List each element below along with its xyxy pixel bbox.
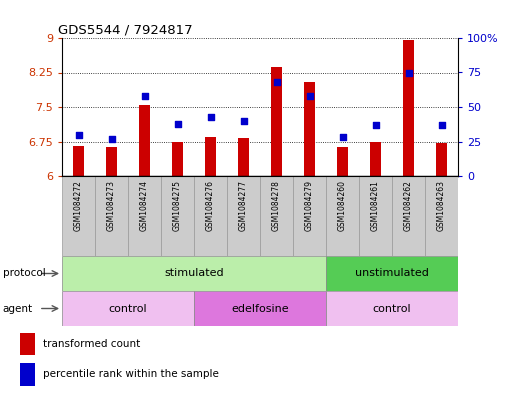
Bar (436, 143, 447, 176)
Bar (271, 67, 282, 176)
Bar (359, 176, 392, 256)
Text: GSM1084263: GSM1084263 (437, 180, 446, 231)
Text: edelfosine: edelfosine (231, 303, 289, 314)
Bar (403, 40, 415, 176)
Text: GSM1084274: GSM1084274 (140, 180, 149, 231)
Text: stimulated: stimulated (164, 268, 224, 279)
Text: GSM1084261: GSM1084261 (371, 180, 380, 231)
Bar (425, 176, 458, 256)
Bar (326, 291, 458, 326)
Text: transformed count: transformed count (43, 338, 140, 349)
Point (305, 93, 313, 99)
Text: GSM1084279: GSM1084279 (305, 180, 314, 231)
Bar (326, 176, 359, 256)
Point (339, 134, 347, 141)
Text: GSM1084277: GSM1084277 (239, 180, 248, 231)
Point (141, 93, 149, 99)
Point (74, 131, 83, 138)
Text: control: control (372, 303, 411, 314)
Point (371, 122, 380, 128)
Text: GSM1084273: GSM1084273 (107, 180, 116, 231)
Bar (20, 332, 35, 355)
Bar (370, 141, 381, 176)
Bar (392, 176, 425, 256)
Bar (238, 138, 249, 176)
Bar (62, 291, 194, 326)
Bar (139, 105, 150, 176)
Bar (194, 176, 227, 256)
Bar (128, 176, 161, 256)
Point (173, 120, 182, 127)
Bar (62, 176, 95, 256)
Bar (73, 146, 84, 176)
Bar (293, 176, 326, 256)
Text: GSM1084275: GSM1084275 (173, 180, 182, 231)
Text: GDS5544 / 7924817: GDS5544 / 7924817 (58, 24, 193, 37)
Text: GSM1084272: GSM1084272 (74, 180, 83, 231)
Point (107, 136, 115, 142)
Bar (337, 147, 348, 176)
Bar (172, 141, 183, 176)
Bar (194, 291, 326, 326)
Bar (260, 176, 293, 256)
Text: unstimulated: unstimulated (355, 268, 429, 279)
Point (404, 69, 412, 75)
Bar (326, 256, 458, 291)
Text: GSM1084260: GSM1084260 (338, 180, 347, 231)
Bar (205, 137, 216, 176)
Bar (161, 176, 194, 256)
Text: protocol: protocol (3, 268, 45, 279)
Bar (95, 176, 128, 256)
Bar (304, 82, 315, 176)
Point (438, 122, 446, 128)
Bar (106, 147, 117, 176)
Point (240, 118, 248, 124)
Text: control: control (109, 303, 147, 314)
Bar (62, 256, 326, 291)
Text: GSM1084276: GSM1084276 (206, 180, 215, 231)
Text: percentile rank within the sample: percentile rank within the sample (43, 369, 219, 379)
Text: agent: agent (3, 303, 33, 314)
Text: GSM1084262: GSM1084262 (404, 180, 413, 231)
Bar (227, 176, 260, 256)
Text: GSM1084278: GSM1084278 (272, 180, 281, 231)
Point (272, 79, 281, 85)
Bar (20, 363, 35, 386)
Point (206, 114, 214, 120)
